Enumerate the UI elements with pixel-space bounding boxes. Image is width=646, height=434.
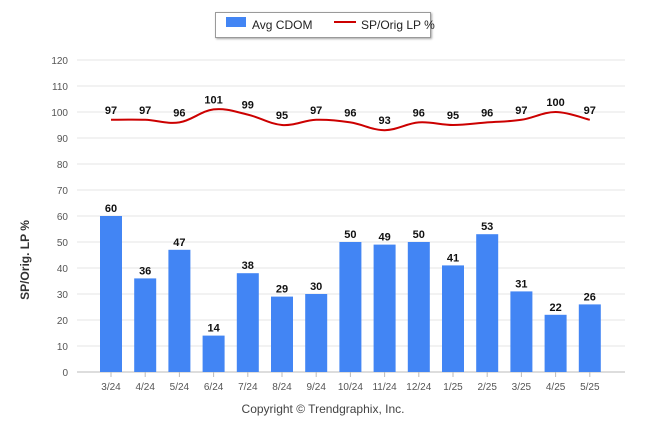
legend-bar-swatch [226, 17, 246, 27]
line-value-label: 95 [276, 110, 288, 122]
bar [168, 249, 191, 372]
line-value-label: 96 [413, 107, 425, 119]
bar [305, 294, 328, 372]
line-data-labels: 97 97 96 101 99 95 97 96 93 96 95 96 97 100 97 [105, 94, 596, 127]
y-tick-label: 100 [51, 108, 68, 119]
bar-series [100, 216, 601, 372]
bar-value-label: 47 [173, 237, 185, 249]
y-tick-label: 0 [62, 368, 68, 379]
bar-value-label: 22 [549, 302, 561, 314]
bar [476, 234, 499, 372]
y-tick-label: 70 [57, 186, 69, 197]
bar-value-label: 38 [242, 260, 254, 272]
x-tick-label: 1/25 [443, 382, 463, 393]
bar-value-label: 36 [139, 265, 151, 277]
x-tick-label: 10/24 [338, 382, 363, 393]
y-tick-label: 90 [57, 134, 69, 145]
bar-value-label: 50 [413, 229, 425, 241]
y-tick-label: 50 [57, 238, 69, 249]
y-tick-label: 10 [57, 342, 69, 353]
bar [544, 314, 567, 372]
bar-value-label: 60 [105, 203, 117, 215]
x-tick-label: 9/24 [306, 382, 326, 393]
line-path [110, 108, 591, 132]
line-value-label: 101 [204, 94, 222, 106]
y-tick-label: 30 [57, 290, 69, 301]
bar [100, 216, 122, 372]
legend-line-swatch [334, 21, 356, 23]
y-tick-label: 120 [51, 56, 68, 67]
line-value-label: 99 [242, 100, 254, 112]
bar [578, 304, 601, 372]
bar-value-label: 14 [207, 323, 220, 335]
y-tick-label: 60 [57, 212, 69, 223]
x-tick-label: 3/24 [101, 382, 121, 393]
x-tick-label: 2/25 [477, 382, 497, 393]
legend-line-label[interactable]: SP/Orig LP % [361, 18, 435, 32]
bar-value-label: 29 [276, 284, 288, 296]
x-axis-ticks: 3/24 4/24 5/24 6/24 7/24 8/24 9/24 10/24 11/24 12… [101, 372, 600, 393]
y-tick-label: 20 [57, 316, 69, 327]
line-value-label: 96 [344, 107, 356, 119]
x-tick-label: 4/24 [135, 382, 155, 393]
bar-value-label: 41 [447, 252, 459, 264]
x-tick-label: 12/24 [406, 382, 431, 393]
bar [271, 296, 293, 372]
line-value-label: 97 [515, 105, 527, 117]
y-axis-label: SP/Orig. LP % [18, 220, 32, 300]
bar-value-label: 31 [515, 278, 527, 290]
bar [407, 242, 430, 372]
x-tick-label: 3/25 [512, 382, 532, 393]
x-tick-label: 11/24 [372, 382, 397, 393]
bar [442, 265, 464, 372]
x-tick-label: 8/24 [272, 382, 292, 393]
line-value-label: 96 [173, 107, 185, 119]
line-value-label: 100 [546, 97, 564, 109]
legend[interactable]: Avg CDOM SP/Orig LP % [215, 12, 435, 38]
bar-value-label: 30 [310, 281, 322, 293]
bar [339, 242, 362, 372]
bar-value-label: 49 [378, 232, 390, 244]
legend-bar-label[interactable]: Avg CDOM [252, 18, 313, 32]
y-tick-label: 40 [57, 264, 69, 275]
bar [134, 278, 157, 372]
x-tick-label: 6/24 [204, 382, 224, 393]
x-tick-label: 7/24 [238, 382, 258, 393]
bar-value-label: 50 [344, 229, 356, 241]
x-tick-label: 4/25 [546, 382, 566, 393]
line-value-label: 97 [584, 105, 596, 117]
bar-value-label: 53 [481, 221, 493, 233]
line-value-label: 93 [378, 115, 390, 127]
line-value-label: 95 [447, 110, 459, 122]
line-value-label: 96 [481, 107, 493, 119]
x-tick-label: 5/25 [580, 382, 600, 393]
line-value-label: 97 [139, 105, 151, 117]
bar [236, 273, 259, 372]
y-tick-label: 80 [57, 160, 69, 171]
line-value-label: 97 [310, 105, 322, 117]
copyright-footer: Copyright © Trendgraphix, Inc. [241, 402, 405, 416]
bar [373, 244, 396, 372]
bar-value-label: 26 [584, 291, 596, 303]
bar-data-labels: 60 36 47 14 38 29 30 50 49 50 41 53 31 22 26 [105, 203, 596, 335]
y-axis-ticks: 0 10 20 30 40 50 60 70 80 90 100 110 120 [51, 56, 68, 379]
line-value-label: 97 [105, 105, 117, 117]
y-tick-label: 110 [52, 82, 68, 93]
x-tick-label: 5/24 [170, 382, 190, 393]
bar [202, 335, 225, 372]
line-series [110, 108, 591, 132]
bar [510, 291, 533, 372]
